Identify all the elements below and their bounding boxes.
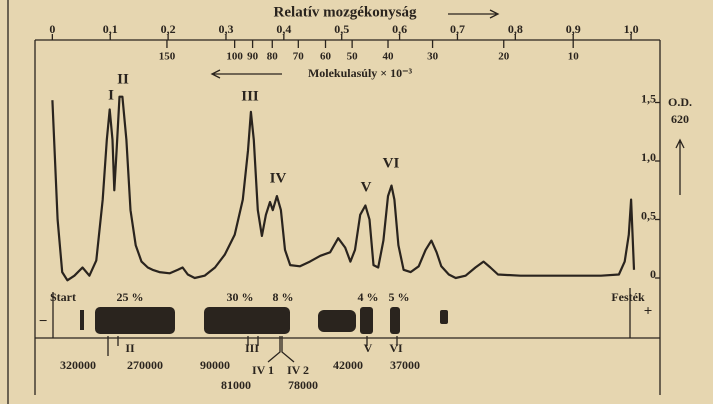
arrow — [676, 140, 684, 195]
gel-end: Festék — [611, 290, 645, 304]
y-axis-label: 620 — [671, 112, 689, 126]
y-tick-label: 1,5 — [641, 91, 656, 105]
mw-tick-label: 150 — [159, 51, 176, 63]
anode: + — [644, 303, 653, 319]
x-tick-label: 0,6 — [392, 22, 407, 36]
band-label: VI — [389, 341, 403, 355]
mw-tick-label: 100 — [226, 51, 243, 63]
x-tick-label: 0,4 — [276, 22, 291, 36]
y-axis-label: O.D. — [668, 95, 692, 109]
x-tick-label: 0,3 — [218, 22, 233, 36]
band-label: 90000 — [200, 358, 230, 372]
x-tick-label: 0,7 — [450, 22, 465, 36]
x-tick-label: 0,2 — [161, 22, 176, 36]
band-label: IV 2 — [287, 363, 309, 377]
x-tick-label: 0,5 — [334, 22, 349, 36]
gel-band — [390, 307, 400, 334]
arrow — [448, 10, 498, 18]
gel-band — [318, 310, 356, 332]
peak-label: II — [117, 71, 129, 87]
band-label: 78000 — [288, 378, 318, 392]
gel-band — [204, 307, 290, 334]
y-tick-label: 0,5 — [641, 208, 656, 222]
mw-axis-label: Molekulasúly × 10⁻³ — [308, 66, 413, 80]
band-label: II — [125, 341, 135, 355]
mw-tick-label: 40 — [383, 51, 395, 63]
mw-tick-label: 10 — [568, 51, 580, 63]
x-axis-label: Relatív mozgékonyság — [274, 4, 417, 20]
band-label: 42000 — [333, 358, 363, 372]
peak-label: VI — [383, 155, 400, 171]
x-tick-label: 0,8 — [508, 22, 523, 36]
y-tick-label: 0 — [650, 267, 656, 281]
band-label: 270000 — [127, 358, 163, 372]
cathode: − — [39, 313, 48, 329]
peak-label: IV — [270, 170, 287, 186]
x-tick-label: 0,9 — [566, 22, 581, 36]
percent-label: 8 % — [273, 290, 294, 304]
peak-label: V — [361, 179, 372, 195]
mw-tick-label: 90 — [247, 51, 259, 63]
gel-start: Start — [50, 290, 76, 304]
mw-tick-label: 80 — [267, 51, 279, 63]
peak-label: I — [108, 87, 114, 103]
percent-label: 5 % — [389, 290, 410, 304]
band-label: V — [364, 341, 373, 355]
gel-band — [360, 307, 373, 334]
x-tick-label: 1,0 — [624, 22, 639, 36]
mw-tick-label: 50 — [347, 51, 359, 63]
mw-tick-label: 60 — [320, 51, 332, 63]
gel-band — [95, 307, 175, 334]
percent-label: 4 % — [358, 290, 379, 304]
band-label: 320000 — [60, 358, 96, 372]
mw-tick-label: 20 — [498, 51, 510, 63]
trace — [52, 97, 634, 281]
arrow — [212, 70, 282, 78]
chart: Relatív mozgékonyság Molekulasúly × 10⁻³… — [0, 0, 713, 404]
x-tick-label: 0 — [49, 22, 55, 36]
peak-label: III — [241, 88, 259, 104]
percent-label: 30 % — [227, 290, 254, 304]
band-label: 81000 — [221, 378, 251, 392]
gel-band — [80, 310, 84, 330]
band-label: IV 1 — [252, 363, 274, 377]
x-tick-label: 0,1 — [103, 22, 118, 36]
y-tick-label: 1,0 — [641, 150, 656, 164]
band-label: III — [245, 341, 259, 355]
gel-band — [440, 310, 448, 324]
percent-label: 25 % — [117, 290, 144, 304]
mw-tick-label: 30 — [427, 51, 439, 63]
band-label: 37000 — [390, 358, 420, 372]
mw-tick-label: 70 — [293, 51, 305, 63]
